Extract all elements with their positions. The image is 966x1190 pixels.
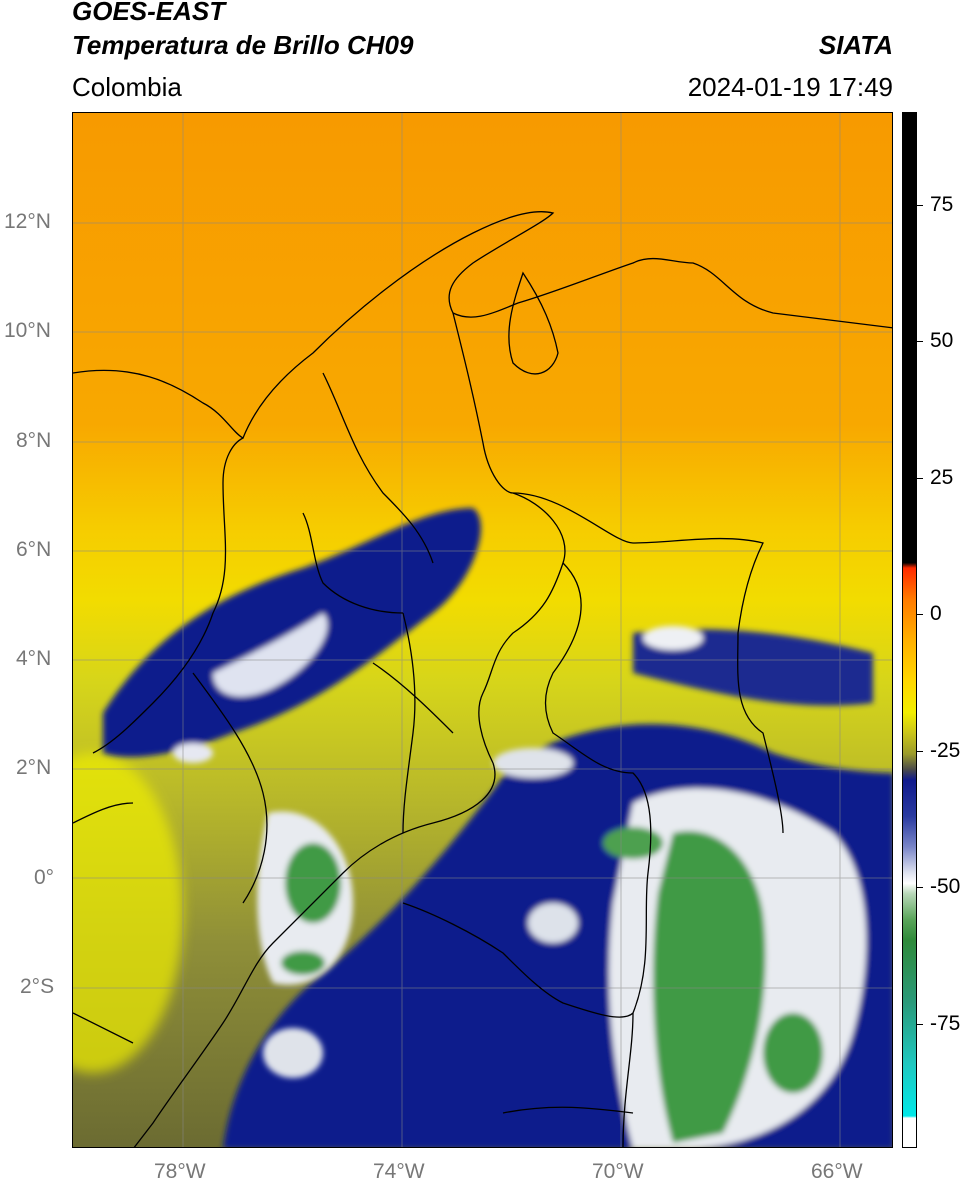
map-canvas: [73, 113, 892, 1147]
colorbar-tick-neg25: [917, 751, 923, 752]
colorbar-tick-neg75: [917, 1024, 923, 1025]
lon-label-66w: 66°W: [811, 1160, 863, 1183]
colorbar-tick-neg50: [917, 887, 923, 888]
colorbar-label-neg75: -75: [930, 1012, 961, 1035]
lat-label-2n: 2°N: [16, 756, 52, 779]
colorbar-label-75: 75: [930, 193, 954, 216]
lat-label-12n: 12°N: [4, 210, 51, 233]
country-borders: [73, 211, 892, 1147]
colorbar-label-neg50: -50: [930, 875, 961, 898]
lon-label-74w: 74°W: [373, 1160, 425, 1183]
lat-label-6n: 6°N: [16, 538, 52, 561]
colorbar-label-25: 25: [930, 466, 954, 489]
lon-label-70w: 70°W: [592, 1160, 644, 1183]
colorbar-label-0: 0: [930, 602, 942, 625]
title-region: Colombia: [72, 72, 182, 102]
colorbar-tick-25: [917, 478, 923, 479]
grid-lines: [73, 113, 892, 1147]
lon-label-78w: 78°W: [154, 1160, 206, 1183]
cloud-band-east: [633, 626, 873, 706]
colorbar-label-50: 50: [930, 329, 954, 352]
lat-label-2s: 2°S: [20, 975, 55, 998]
colorbar-tick-0: [917, 614, 923, 615]
title-agency: SIATA: [818, 30, 893, 60]
colorbar-label-neg25: -25: [930, 739, 961, 762]
cloud-mass-southwest: [257, 811, 353, 1078]
lat-label-10n: 10°N: [4, 319, 51, 342]
satellite-map: [72, 112, 893, 1148]
lat-label-0: 0°: [34, 866, 55, 889]
title-datetime: 2024-01-19 17:49: [687, 72, 893, 102]
colorbar-tick-75: [917, 205, 923, 206]
title-satellite: GOES-EAST: [72, 0, 226, 26]
lat-label-8n: 8°N: [16, 429, 52, 452]
colorbar-tick-50: [917, 341, 923, 342]
colorbar: [902, 112, 917, 1148]
title-product: Temperatura de Brillo CH09: [72, 30, 414, 60]
lat-label-4n: 4°N: [16, 647, 52, 670]
